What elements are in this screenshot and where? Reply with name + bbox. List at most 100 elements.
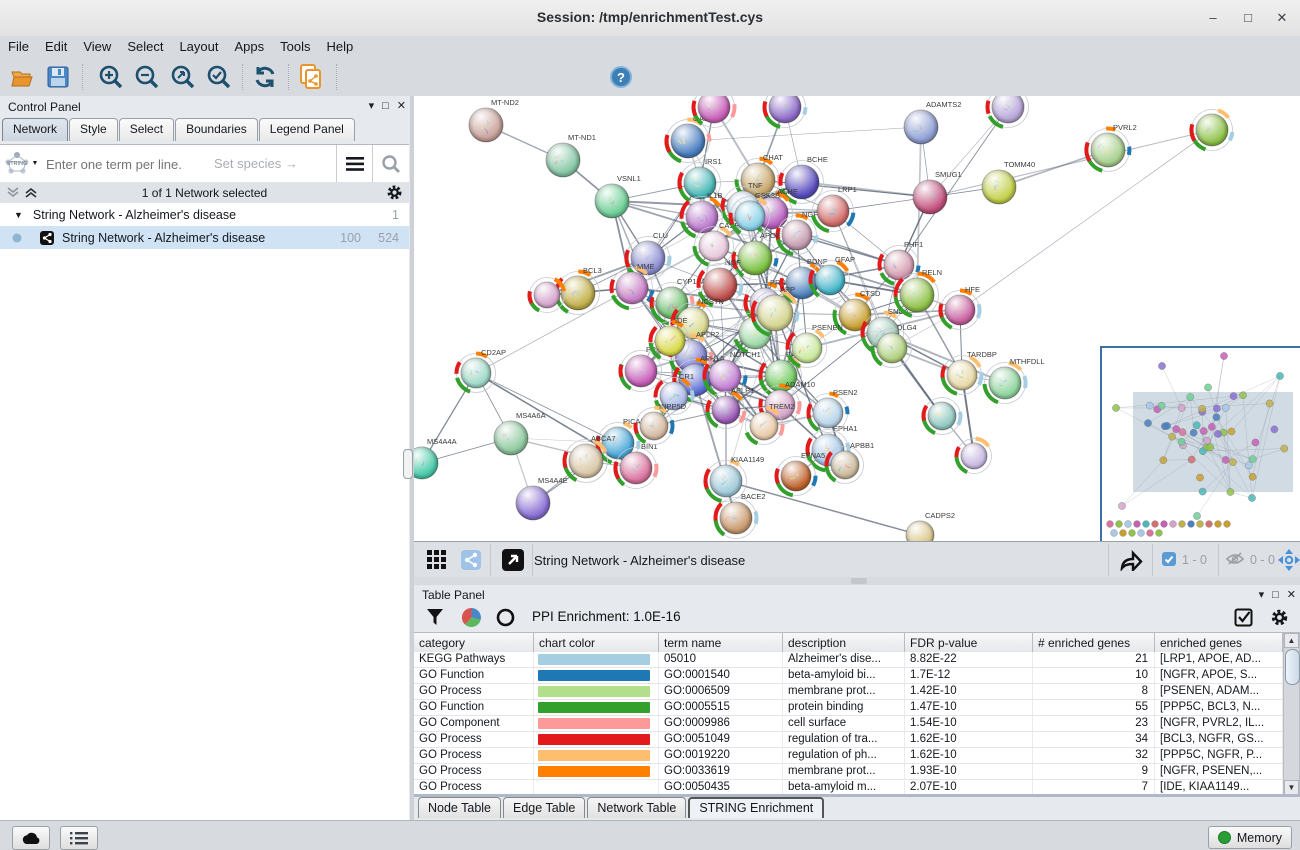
network-node-SMUG1[interactable]: SMUG1 bbox=[912, 170, 962, 215]
menu-edit[interactable]: Edit bbox=[44, 39, 68, 54]
network-node[interactable] bbox=[527, 277, 567, 313]
zoom-fit-icon[interactable] bbox=[168, 62, 198, 92]
menu-apps[interactable]: Apps bbox=[234, 39, 265, 54]
network-node-RELN[interactable]: RELN bbox=[893, 268, 943, 318]
column-header-fdr-p-value[interactable]: FDR p-value bbox=[905, 633, 1033, 653]
network-row[interactable]: String Network - Alzheimer's disease 100… bbox=[0, 226, 409, 249]
collapse-all-icon[interactable] bbox=[6, 186, 20, 199]
network-node-NGF[interactable]: NGF bbox=[696, 258, 744, 308]
zoom-out-icon[interactable] bbox=[132, 62, 162, 92]
network-node-CLU[interactable]: CLU bbox=[624, 231, 672, 280]
tab-edge-table[interactable]: Edge Table bbox=[503, 797, 586, 818]
panel-close-icon[interactable]: ✕ bbox=[1286, 589, 1296, 601]
network-node[interactable] bbox=[921, 397, 963, 435]
network-node-BACE2[interactable]: BACE2 bbox=[713, 492, 766, 539]
network-node-TOMM40[interactable]: TOMM40 bbox=[981, 160, 1035, 205]
column-header-category[interactable]: category bbox=[414, 633, 534, 653]
column-header-enriched-genes[interactable]: enriched genes bbox=[1155, 633, 1283, 653]
tab-select[interactable]: Select bbox=[118, 118, 175, 141]
task-list-icon[interactable] bbox=[60, 826, 98, 850]
column-header-term-name[interactable]: term name bbox=[659, 633, 783, 653]
network-node-MTHFDLL[interactable]: MTHFDLL bbox=[982, 357, 1045, 405]
scroll-up-icon[interactable]: ▲ bbox=[1284, 633, 1299, 648]
table-row[interactable]: GO Process GO:0019220 regulation of ph... 1… bbox=[414, 748, 1283, 764]
minimize-button[interactable]: – bbox=[1209, 10, 1217, 25]
filter-icon[interactable] bbox=[422, 604, 448, 630]
share-network-icon[interactable] bbox=[456, 545, 486, 575]
network-node-BIN1[interactable]: BIN1 bbox=[613, 442, 659, 489]
memory-button[interactable]: Memory bbox=[1207, 826, 1292, 849]
network-node-CYP19A1[interactable]: CYP19A1 bbox=[649, 277, 710, 326]
network-node[interactable] bbox=[985, 96, 1029, 129]
network-node-MT-ND1[interactable]: MT-ND1 bbox=[545, 133, 596, 178]
maximize-button[interactable]: □ bbox=[1244, 10, 1252, 25]
menu-layout[interactable]: Layout bbox=[179, 39, 219, 54]
column-header-enriched-genes[interactable]: # enriched genes bbox=[1033, 633, 1155, 653]
network-node-KIAA1149[interactable]: KIAA1149 bbox=[703, 455, 764, 503]
network-node-BCHE[interactable]: BCHE bbox=[778, 155, 828, 205]
table-row[interactable]: GO Process GO:0033619 membrane prot... 1.93… bbox=[414, 764, 1283, 780]
network-node-APP[interactable]: APP bbox=[750, 285, 800, 337]
column-header-chart-color[interactable]: chart color bbox=[534, 633, 659, 653]
string-query-input[interactable] bbox=[44, 153, 208, 175]
network-collection-row[interactable]: ▼ String Network - Alzheimer's disease 1 bbox=[0, 203, 409, 226]
navigate-icon[interactable] bbox=[1278, 549, 1300, 571]
network-node-NGFR[interactable]: NGFR bbox=[775, 210, 824, 257]
refresh-icon[interactable] bbox=[250, 62, 280, 92]
network-node-CR1[interactable]: CR1 bbox=[653, 372, 695, 415]
splitter-grip[interactable] bbox=[851, 578, 867, 584]
hidden-eye-icon[interactable] bbox=[1226, 551, 1244, 566]
network-node-PPP5C[interactable]: PPP5C bbox=[618, 345, 671, 392]
network-node[interactable] bbox=[762, 96, 808, 129]
network-node-EFNA5[interactable]: EFNA5 bbox=[774, 451, 826, 498]
network-node-HFE[interactable]: HFE bbox=[938, 285, 982, 330]
select-columns-icon[interactable] bbox=[1230, 604, 1256, 630]
scrollbar-thumb[interactable] bbox=[1285, 649, 1300, 685]
table-scrollbar[interactable]: ▲ ▼ bbox=[1283, 632, 1300, 796]
network-node-GFAP[interactable]: GFAP bbox=[808, 255, 856, 300]
network-from-file-icon[interactable] bbox=[296, 62, 326, 92]
string-search-icon[interactable] bbox=[372, 145, 409, 182]
network-node-IDE[interactable]: IDE bbox=[648, 316, 690, 361]
network-node[interactable] bbox=[954, 436, 992, 474]
string-options-icon[interactable] bbox=[336, 145, 373, 182]
network-node-NCSTN[interactable]: NCSTN bbox=[670, 297, 724, 344]
column-header-description[interactable]: description bbox=[783, 633, 905, 653]
network-node-GAB2[interactable]: GAB2 bbox=[664, 114, 713, 164]
network-node-MS4A4E[interactable]: MS4A4E bbox=[515, 476, 568, 521]
export-network-icon[interactable] bbox=[1116, 545, 1146, 575]
table-row[interactable]: GO Function GO:0001540 beta-amyloid bi... 1… bbox=[414, 668, 1283, 684]
tab-network[interactable]: Network bbox=[2, 118, 69, 141]
network-node-LRP1[interactable]: LRP1 bbox=[811, 185, 857, 234]
network-node-PVRL2[interactable]: PVRL2 bbox=[1084, 123, 1137, 173]
gear-icon[interactable] bbox=[386, 184, 403, 201]
table-row[interactable]: GO Process GO:0051049 regulation of tra...… bbox=[414, 732, 1283, 748]
network-node-VSNL1[interactable]: VSNL1 bbox=[594, 174, 641, 219]
network-node-CD2AP[interactable]: CD2AP bbox=[454, 348, 506, 394]
horizontal-splitter[interactable] bbox=[414, 577, 1300, 585]
network-node-APOE[interactable]: APOE bbox=[731, 231, 781, 280]
network-node-APLP1[interactable]: APLP1 bbox=[705, 386, 754, 429]
menu-help[interactable]: Help bbox=[326, 39, 354, 54]
network-node-PSEN2[interactable]: PSEN2 bbox=[806, 388, 858, 433]
ring-chart-icon[interactable] bbox=[492, 604, 518, 630]
grid-view-icon[interactable] bbox=[422, 545, 452, 575]
string-logo-icon[interactable]: STRING bbox=[3, 150, 41, 176]
menu-view[interactable]: View bbox=[83, 39, 112, 54]
network-node[interactable] bbox=[691, 96, 737, 128]
network-node-BCL3[interactable]: BCL3 bbox=[554, 266, 602, 315]
selected-checkbox-icon[interactable] bbox=[1162, 552, 1176, 566]
table-row[interactable]: GO Process GO:0006509 membrane prot... 1.42… bbox=[414, 684, 1283, 700]
network-node[interactable] bbox=[1189, 108, 1235, 152]
expand-all-icon[interactable] bbox=[24, 186, 38, 199]
network-node-TREM2[interactable]: TREM2 bbox=[744, 402, 795, 446]
zoom-in-icon[interactable] bbox=[96, 62, 126, 92]
tab-string-enrichment[interactable]: STRING Enrichment bbox=[688, 797, 825, 818]
network-node-ADAMTS2[interactable]: ADAMTS2 bbox=[903, 100, 961, 145]
cloud-icon[interactable] bbox=[12, 826, 50, 850]
tab-boundaries[interactable]: Boundaries bbox=[175, 118, 258, 141]
save-session-icon[interactable] bbox=[43, 62, 73, 92]
panel-float-icon[interactable]: □ bbox=[1272, 589, 1279, 601]
splitter-handle[interactable] bbox=[403, 449, 413, 479]
network-node-CASP3[interactable]: CASP3 bbox=[692, 221, 744, 267]
